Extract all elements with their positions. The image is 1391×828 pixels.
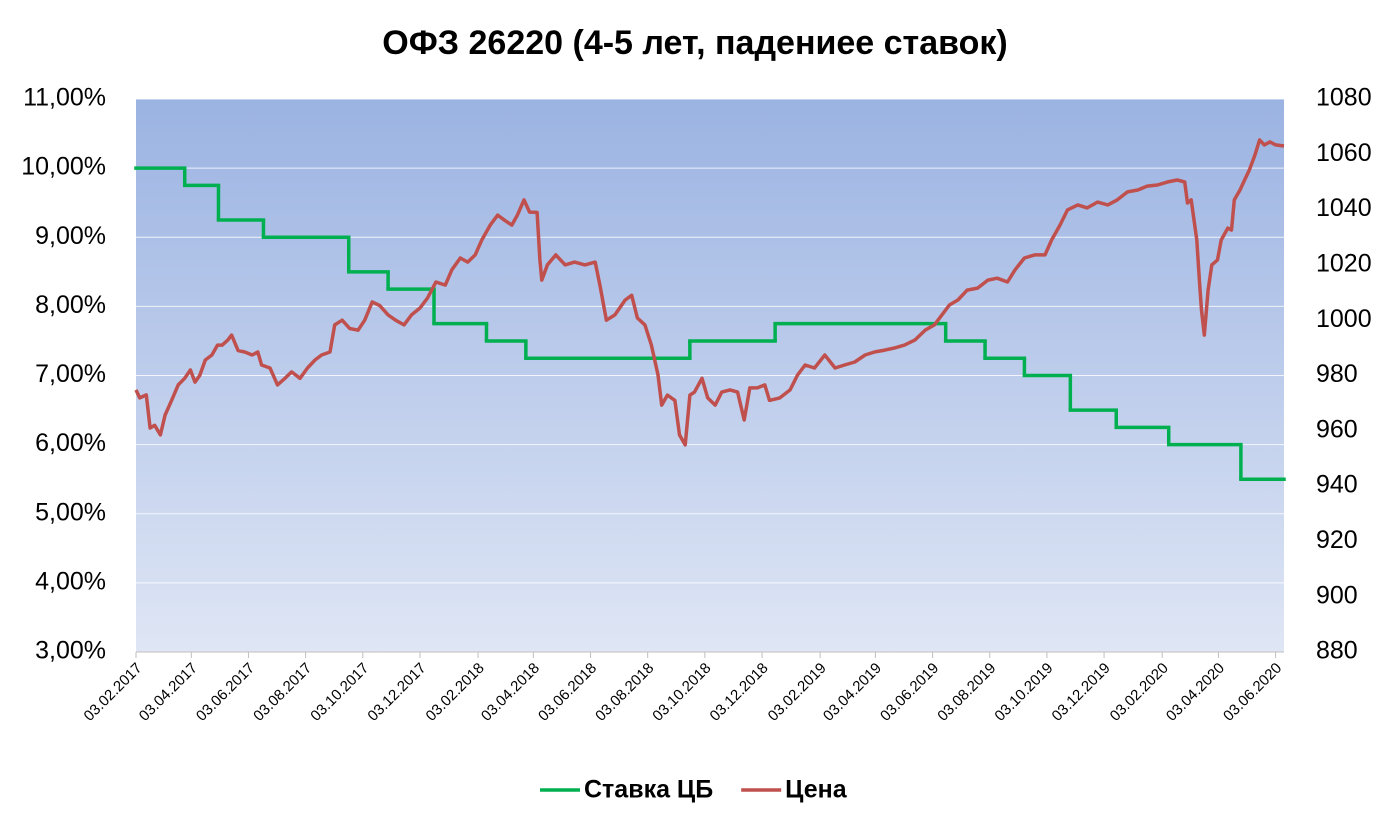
y-tick-label: 8,00% [35, 291, 106, 319]
y-tick-label: 7,00% [35, 360, 106, 388]
legend-label: Цена [785, 776, 848, 804]
y2-tick-label: 1000 [1316, 305, 1372, 333]
x-tick-label: 03.10.2019 [991, 660, 1056, 725]
y2-tick-label: 1060 [1316, 139, 1372, 167]
x-tick-label: 03.08.2017 [250, 660, 315, 725]
y-tick-label: 4,00% [35, 567, 106, 595]
y2-tick-label: 1040 [1316, 194, 1372, 222]
x-tick-label: 03.10.2018 [649, 660, 714, 725]
legend-label: Ставка ЦБ [584, 776, 713, 804]
y-tick-label: 3,00% [35, 637, 106, 665]
y2-tick-label: 960 [1316, 415, 1358, 443]
y-tick-label: 9,00% [35, 222, 106, 250]
chart-title: ОФЗ 26220 (4-5 лет, падениее ставок) [382, 24, 1007, 62]
x-tick-label: 03.04.2017 [136, 660, 201, 725]
x-tick-label: 03.02.2018 [423, 660, 488, 725]
x-tick-label: 03.12.2019 [1049, 660, 1114, 725]
x-tick-label: 03.06.2020 [1220, 660, 1285, 725]
x-tick-label: 03.06.2018 [535, 660, 600, 725]
x-tick-label: 03.12.2018 [707, 660, 772, 725]
x-tick-label: 03.04.2019 [820, 660, 885, 725]
y2-tick-label: 900 [1316, 581, 1358, 609]
x-tick-label: 03.06.2017 [193, 660, 258, 725]
y2-tick-label: 940 [1316, 471, 1358, 499]
y-tick-label: 6,00% [35, 429, 106, 457]
x-tick-label: 03.10.2017 [307, 660, 372, 725]
y2-tick-label: 1020 [1316, 250, 1372, 278]
x-tick-label: 03.08.2018 [592, 660, 657, 725]
x-tick-label: 03.06.2019 [877, 660, 942, 725]
price-line [134, 138, 1285, 447]
y2-tick-label: 880 [1316, 637, 1358, 665]
x-tick-label: 03.02.2020 [1107, 660, 1172, 725]
x-tick-label: 03.12.2017 [364, 660, 429, 725]
y2-tick-label: 980 [1316, 360, 1358, 388]
y2-tick-label: 920 [1316, 526, 1358, 554]
x-tick-label: 03.02.2019 [765, 660, 830, 725]
y-tick-label: 11,00% [23, 84, 106, 112]
x-tick-label: 03.04.2018 [478, 660, 543, 725]
x-tick-label: 03.02.2017 [81, 660, 146, 725]
y2-tick-label: 1080 [1316, 84, 1372, 112]
x-tick-label: 03.04.2020 [1163, 660, 1228, 725]
y-tick-label: 10,00% [21, 153, 106, 181]
y-tick-label: 5,00% [35, 498, 106, 526]
x-tick-label: 03.08.2019 [934, 660, 999, 725]
